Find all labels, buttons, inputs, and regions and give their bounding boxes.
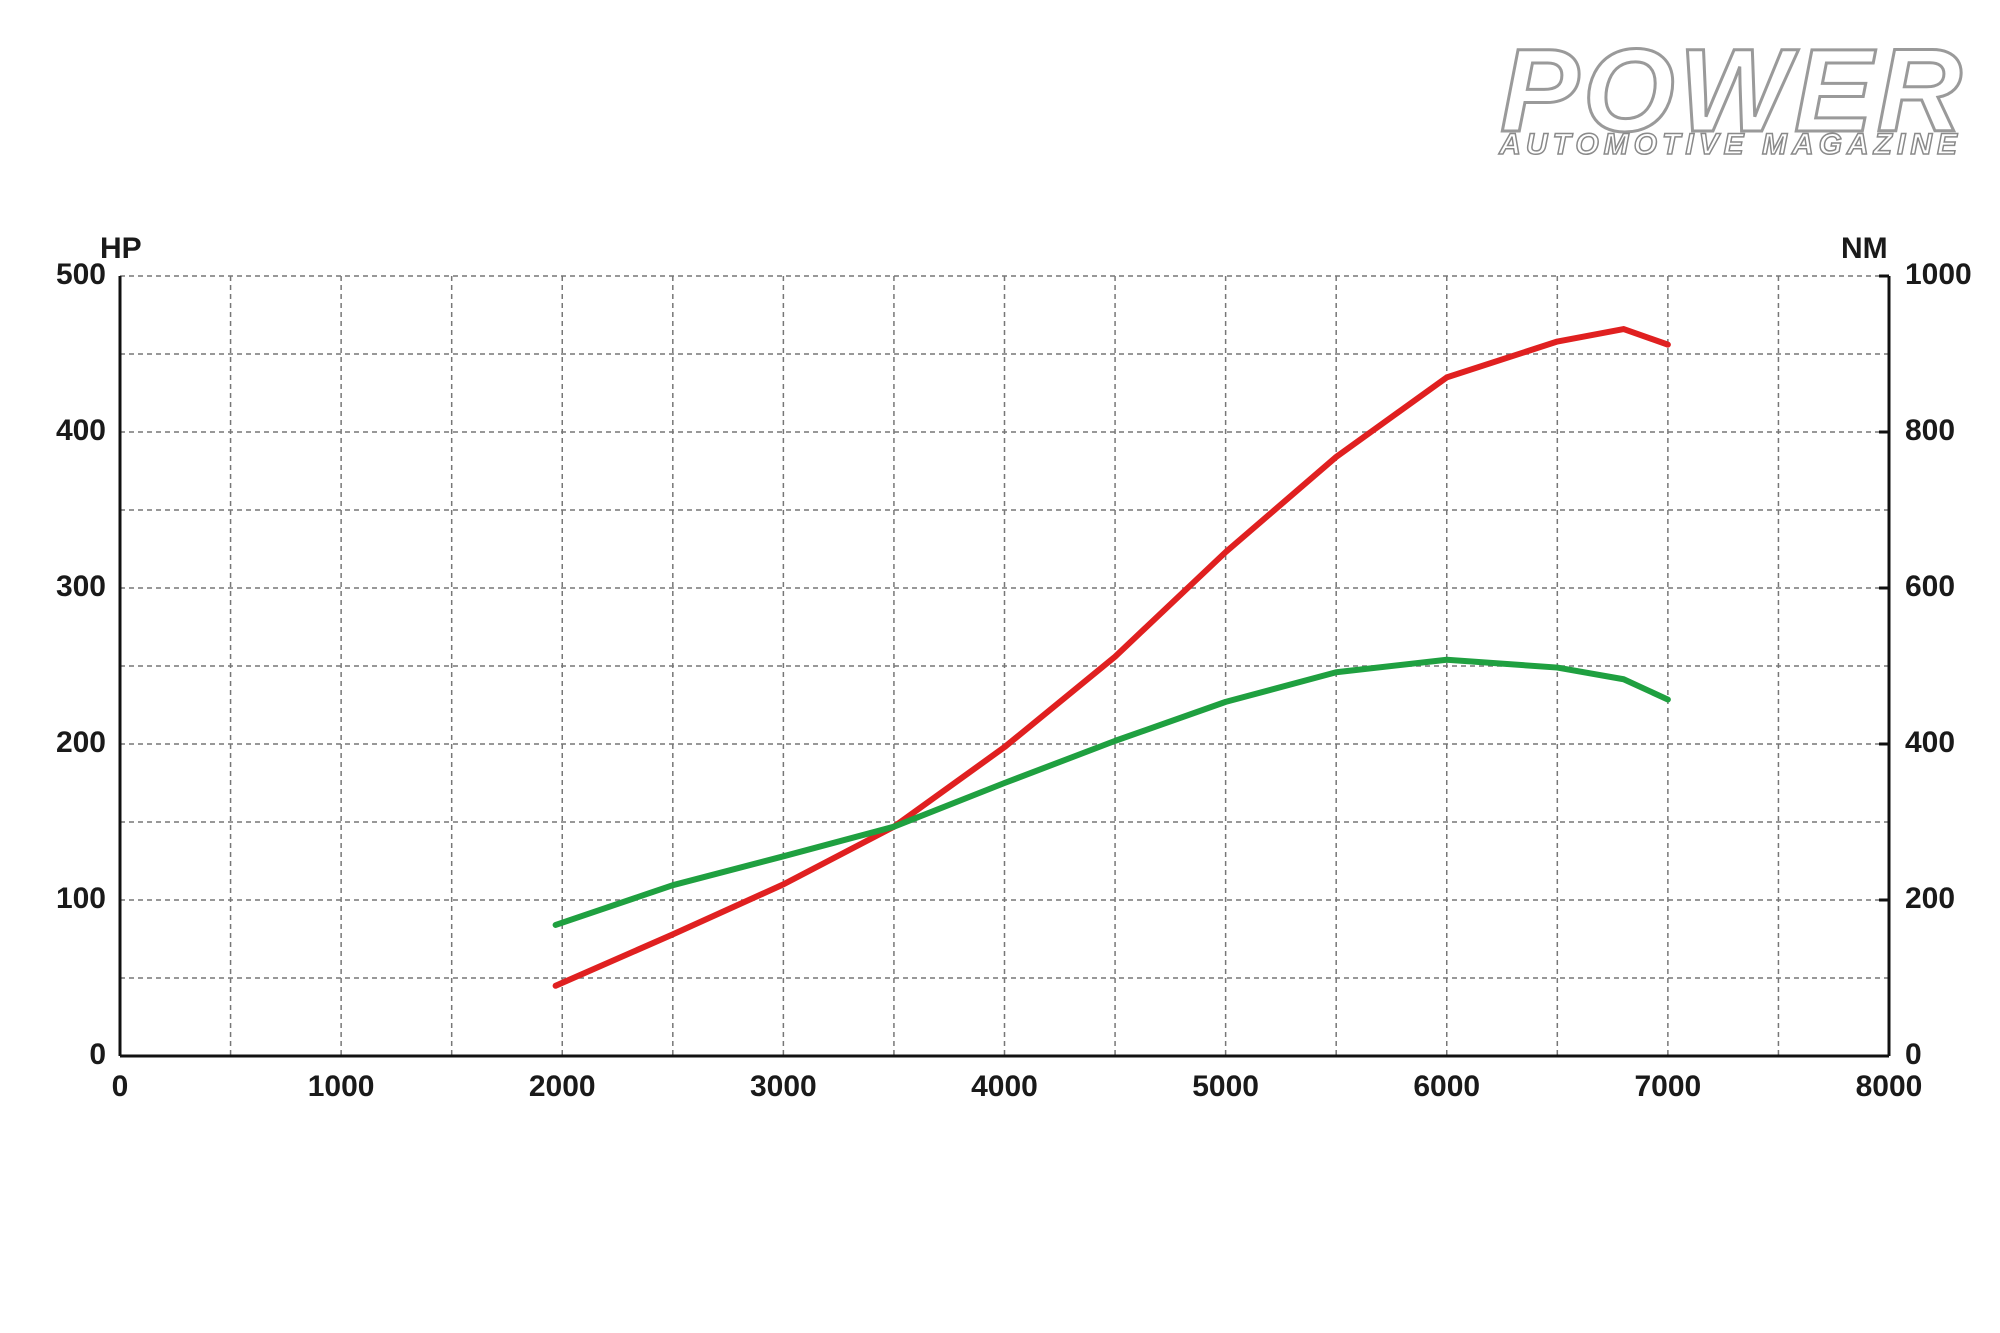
y2-tick-label: 800 <box>1905 414 1955 447</box>
y2-tick-label: 600 <box>1905 570 1955 603</box>
x-tick-label: 2000 <box>529 1070 596 1103</box>
y2-tick-label: 400 <box>1905 726 1955 759</box>
y-axis-label: HP <box>100 232 142 265</box>
x-tick-label: 6000 <box>1413 1070 1480 1103</box>
x-tick-label: 4000 <box>971 1070 1038 1103</box>
x-tick-label: 3000 <box>750 1070 817 1103</box>
logo-subtitle: AUTOMOTIVE MAGAZINE <box>1498 128 1962 161</box>
series-line <box>552 326 1671 989</box>
y-tick-label: 0 <box>89 1038 106 1071</box>
y-tick-label: 200 <box>56 726 106 759</box>
x-tick-label: 8000 <box>1856 1070 1923 1103</box>
x-tick-label: 1000 <box>308 1070 375 1103</box>
y2-tick-label: 0 <box>1905 1038 1922 1071</box>
logo-title: POWER <box>1500 25 1966 157</box>
y2-tick-label: 200 <box>1905 882 1955 915</box>
series-line <box>552 656 1671 928</box>
y-tick-label: 300 <box>56 570 106 603</box>
y2-tick-label: 1000 <box>1905 258 1972 291</box>
y-tick-label: 500 <box>56 258 106 291</box>
x-tick-label: 5000 <box>1192 1070 1259 1103</box>
y-tick-label: 400 <box>56 414 106 447</box>
y-tick-label: 100 <box>56 882 106 915</box>
x-tick-label: 7000 <box>1635 1070 1702 1103</box>
x-tick-label: 0 <box>112 1070 129 1103</box>
y2-axis-label: NM <box>1841 232 1888 265</box>
